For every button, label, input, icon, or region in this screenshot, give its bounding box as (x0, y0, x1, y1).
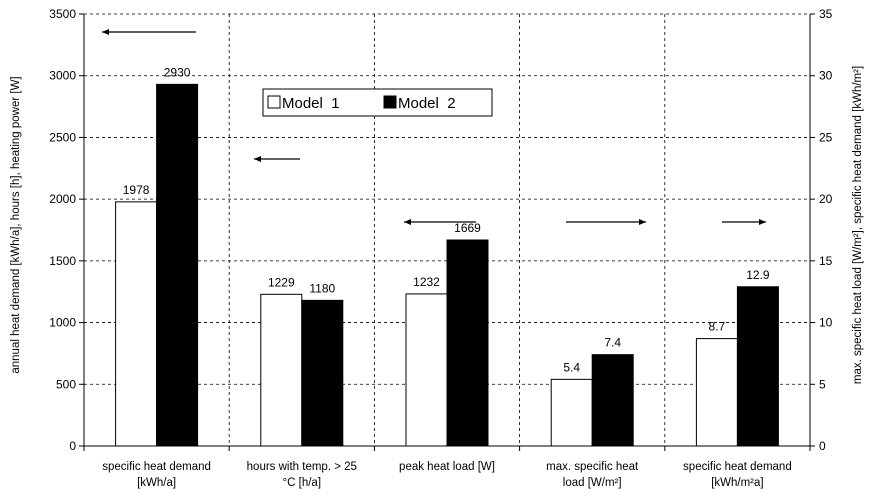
y-left-tick-label: 3000 (49, 69, 76, 83)
y-right-tick-label: 20 (819, 192, 833, 206)
arrow-head (254, 156, 261, 162)
y-right-tick-label: 15 (819, 254, 833, 268)
x-category-label: [kWh/a] (137, 477, 176, 489)
data-labels: 1978 2930 1229 1180 1232 1669 5.4 7.4 8.7 12.9 (123, 65, 770, 374)
x-category-label: specific heat demand (102, 461, 211, 473)
data-label: 1229 (268, 275, 295, 289)
data-label: 7.4 (604, 336, 621, 350)
bar (736, 286, 779, 447)
bars (115, 83, 779, 447)
y-left-tick-label: 1500 (49, 254, 76, 268)
data-label: 8.7 (709, 320, 726, 334)
bar (591, 354, 634, 447)
arrow-head (102, 29, 109, 35)
bar (550, 378, 593, 447)
legend-label-model-1: Model 1 (282, 95, 340, 112)
y-right-tick-label: 5 (819, 377, 826, 391)
data-label: 1669 (454, 221, 481, 235)
data-label: 5.4 (563, 360, 580, 374)
bar (260, 293, 303, 447)
arrow-head (404, 219, 411, 225)
y-left-tick-label: 1000 (49, 316, 76, 330)
data-label: 1978 (123, 183, 150, 197)
legend-label-model-2: Model 2 (398, 95, 456, 112)
y-right-tick-label: 35 (819, 7, 833, 21)
x-category-label: load [W/m²] (563, 477, 622, 489)
bar (446, 239, 489, 447)
x-category-label: °C [h/a] (283, 477, 321, 489)
y-right-tick-label: 0 (819, 439, 826, 453)
y-left-tick-label: 2500 (49, 130, 76, 144)
y-right-tick-label: 30 (819, 69, 833, 83)
axes: 0 500 1000 1500 2000 2500 3000 3500 0 5 10 15 20 25 30… (49, 7, 832, 489)
arrow-head (759, 219, 766, 225)
x-category-label: [kWh/m²a] (711, 477, 763, 489)
data-label: 1180 (309, 281, 335, 295)
legend: Model 1 Model 2 (262, 88, 493, 117)
x-category-label: max. specific heat (546, 461, 639, 473)
data-label: 1232 (413, 275, 440, 289)
legend-box (262, 88, 493, 117)
y-axis-right-title: max. specific heat load [W/m²], specific… (852, 66, 864, 384)
y-left-tick-label: 0 (69, 439, 76, 453)
bar (156, 83, 199, 447)
bar (695, 338, 738, 447)
direction-arrows (102, 29, 766, 225)
bar (301, 299, 344, 447)
y-left-tick-label: 3500 (49, 7, 76, 21)
y-right-tick-label: 10 (819, 316, 833, 330)
y-axis-left-title: annual heat demand [kWh/a], hours [h], h… (10, 76, 22, 373)
y-left-tick-label: 2000 (49, 192, 76, 206)
data-label: 12.9 (746, 268, 770, 282)
bar (405, 293, 448, 447)
legend-swatch-model-1 (267, 95, 281, 109)
bar (115, 201, 158, 447)
legend-swatch-model-2 (383, 95, 397, 109)
x-category-label: peak heat load [W] (399, 461, 495, 473)
y-right-tick-label: 25 (819, 130, 833, 144)
x-category-label: hours with temp. > 25 (247, 461, 357, 473)
data-label: 2930 (164, 65, 191, 79)
y-left-tick-label: 500 (56, 377, 76, 391)
arrow-head (639, 219, 646, 225)
x-category-label: specific heat demand (683, 461, 792, 473)
